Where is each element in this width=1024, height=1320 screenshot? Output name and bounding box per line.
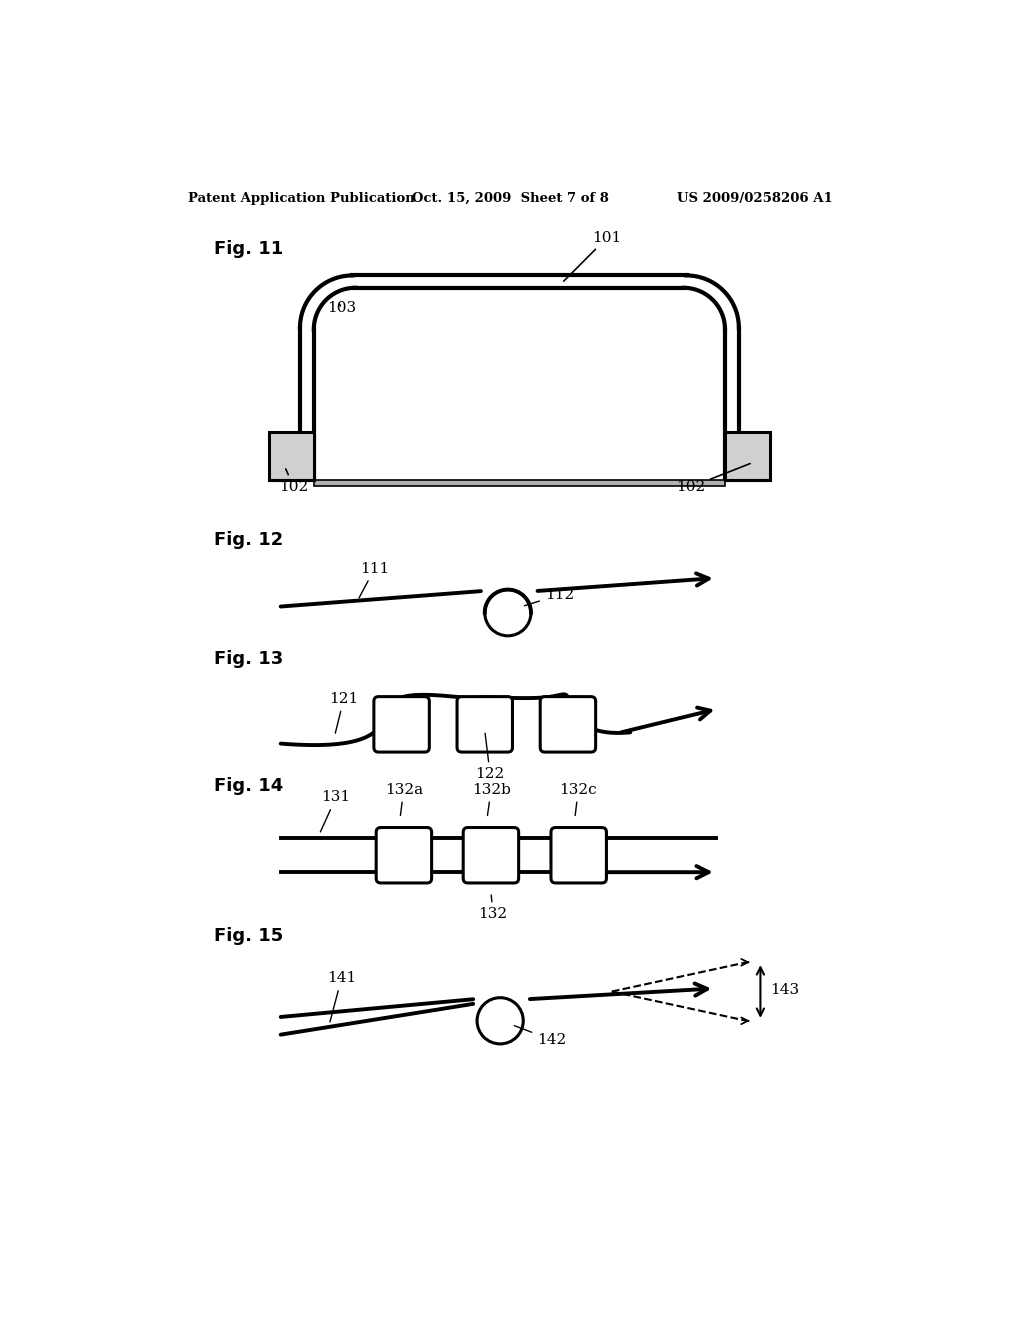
Text: 102: 102 <box>280 469 308 494</box>
Text: 141: 141 <box>327 972 356 1022</box>
Text: Fig. 15: Fig. 15 <box>214 927 283 945</box>
Bar <box>269 432 313 480</box>
Text: Fig. 12: Fig. 12 <box>214 531 283 549</box>
Text: US 2009/0258206 A1: US 2009/0258206 A1 <box>677 191 833 205</box>
Text: 101: 101 <box>564 231 622 281</box>
FancyBboxPatch shape <box>463 828 518 883</box>
FancyBboxPatch shape <box>541 697 596 752</box>
Text: 142: 142 <box>514 1026 566 1047</box>
Text: 132: 132 <box>478 895 508 921</box>
Text: Fig. 11: Fig. 11 <box>214 240 283 259</box>
Text: 121: 121 <box>330 692 358 733</box>
Text: 102: 102 <box>676 463 751 494</box>
Text: Fig. 13: Fig. 13 <box>214 649 283 668</box>
Text: Fig. 14: Fig. 14 <box>214 777 283 795</box>
Text: Oct. 15, 2009  Sheet 7 of 8: Oct. 15, 2009 Sheet 7 of 8 <box>412 191 608 205</box>
FancyBboxPatch shape <box>551 828 606 883</box>
Text: 132b: 132b <box>472 783 511 816</box>
Text: 103: 103 <box>327 301 356 315</box>
Bar <box>313 480 725 487</box>
Text: 111: 111 <box>359 562 389 598</box>
Text: 132c: 132c <box>559 783 597 816</box>
FancyBboxPatch shape <box>457 697 512 752</box>
Bar <box>725 432 770 480</box>
Text: 122: 122 <box>475 734 505 781</box>
Text: 131: 131 <box>321 791 350 832</box>
FancyBboxPatch shape <box>374 697 429 752</box>
Text: Patent Application Publication: Patent Application Publication <box>188 191 415 205</box>
Text: 143: 143 <box>770 983 799 997</box>
Text: 132a: 132a <box>385 783 423 816</box>
FancyBboxPatch shape <box>376 828 432 883</box>
Text: 112: 112 <box>524 587 574 606</box>
